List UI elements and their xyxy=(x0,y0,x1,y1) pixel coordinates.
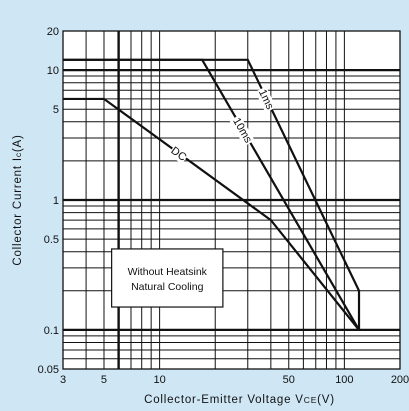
x-tick-label: 200 xyxy=(391,374,409,386)
tick-labels: 3 5 10 50 100 200 0.05 0.1 0.5 1 5 10 20 xyxy=(38,26,409,386)
x-tick-label: 5 xyxy=(101,374,107,386)
y-tick-label: 0.1 xyxy=(44,325,59,337)
y-tick-label: 5 xyxy=(53,104,59,116)
y-tick-label: 10 xyxy=(47,65,59,77)
annotation-box: Without Heatsink Natural Cooling xyxy=(111,248,224,308)
annotation-line-2: Natural Cooling xyxy=(131,281,204,293)
series-10ms-line xyxy=(63,58,360,331)
curves xyxy=(63,58,361,331)
plot-border xyxy=(62,30,401,370)
y-axis-label: Collector Current Ic(A) xyxy=(12,134,24,265)
grid xyxy=(63,31,400,369)
series-dc-line xyxy=(63,97,360,331)
y-tick-label: 0.05 xyxy=(38,364,59,376)
y-tick-label: 20 xyxy=(47,26,59,38)
x-tick-label: 3 xyxy=(60,374,66,386)
annotation-line-1: Without Heatsink xyxy=(128,266,208,278)
x-axis-label: Collector-Emitter Voltage VCE(V) xyxy=(144,394,335,406)
x-tick-label: 10 xyxy=(153,374,165,386)
x-tick-label: 50 xyxy=(283,374,295,386)
y-tick-label: 0.5 xyxy=(44,234,59,246)
x-tick-label: 100 xyxy=(335,374,353,386)
y-tick-label: 1 xyxy=(53,195,59,207)
